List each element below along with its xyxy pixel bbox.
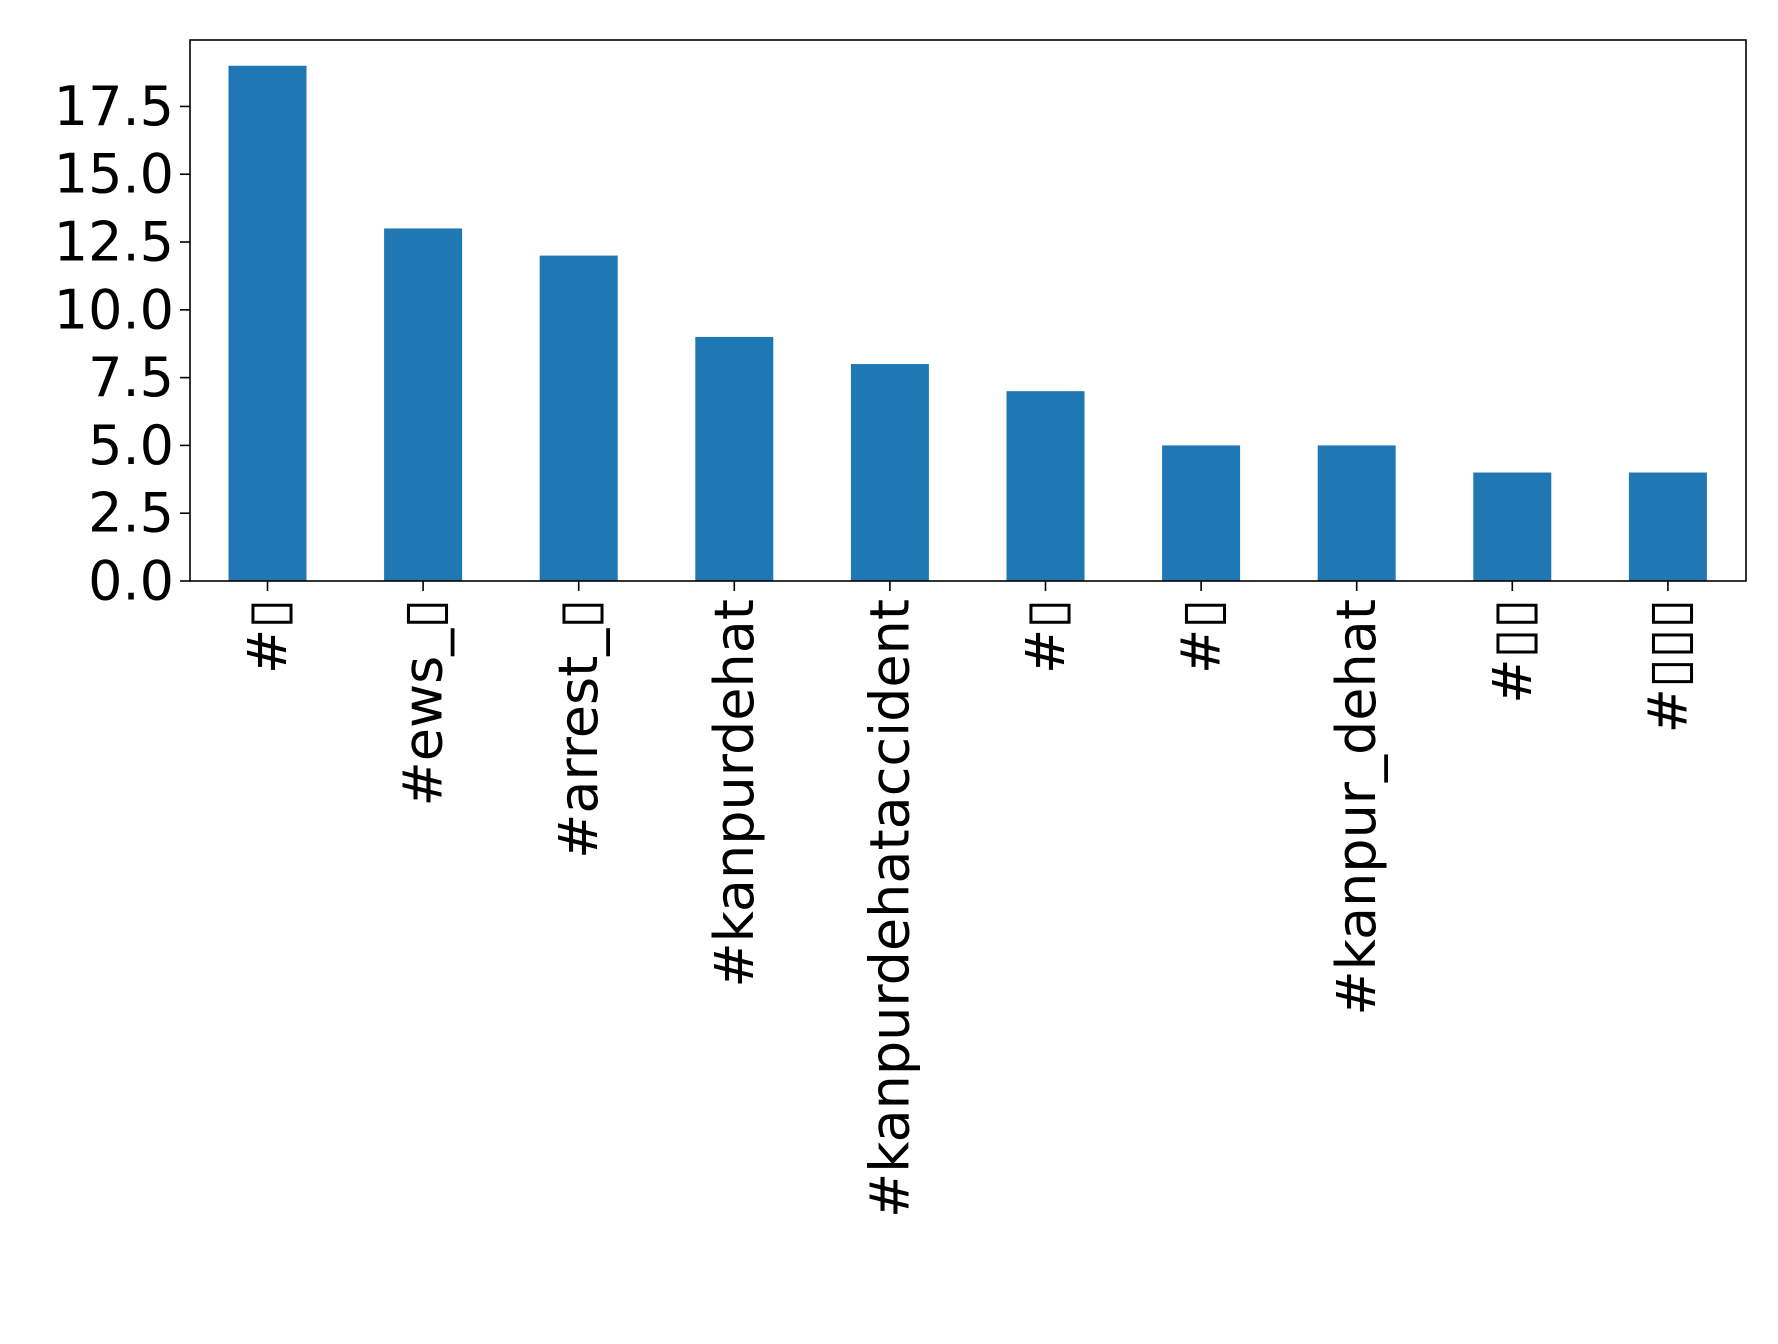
y-tick-label-2: 5.0: [88, 414, 174, 477]
bar-6: [1162, 445, 1241, 581]
bar-9: [1628, 472, 1707, 581]
x-tick-label-2: #arrest_▯: [547, 599, 610, 859]
y-tick-label-6: 15.0: [54, 143, 174, 206]
bar-1: [384, 228, 463, 581]
x-tick-label-6: #▯: [1170, 599, 1233, 674]
bars-group: [228, 65, 1707, 581]
x-tick-label-9: #▯▯▯: [1636, 599, 1699, 733]
bar-8: [1473, 472, 1552, 581]
y-tick-label-4: 10.0: [54, 278, 174, 341]
y-tick-label-5: 12.5: [54, 211, 174, 274]
y-axis: 0.02.55.07.510.012.515.017.5: [54, 75, 190, 613]
y-tick-label-7: 17.5: [54, 75, 174, 138]
y-tick-label-3: 7.5: [88, 346, 174, 409]
x-tick-label-4: #kanpurdehataccident: [858, 599, 921, 1218]
x-tick-label-8: #▯▯: [1481, 599, 1544, 704]
bar-4: [850, 364, 929, 581]
bar-0: [228, 65, 307, 581]
y-tick-label-1: 2.5: [88, 482, 174, 545]
y-tick-label-0: 0.0: [88, 550, 174, 613]
x-tick-label-1: #ews_▯: [392, 599, 455, 806]
bar-2: [539, 255, 618, 581]
x-tick-label-3: #kanpurdehat: [703, 599, 766, 988]
x-axis: #▯ #ews_▯ #arrest_▯ #kanpurdehat #kanpurdeha…: [236, 581, 1699, 1218]
plot-frame: [189, 39, 1747, 582]
bar-5: [1006, 391, 1085, 581]
bar-3: [695, 336, 774, 581]
x-tick-label-0: #▯: [236, 599, 299, 674]
x-tick-label-5: #▯: [1014, 599, 1077, 674]
x-tick-label-7: #kanpur_dehat: [1325, 599, 1388, 1016]
bar-7: [1317, 445, 1396, 581]
